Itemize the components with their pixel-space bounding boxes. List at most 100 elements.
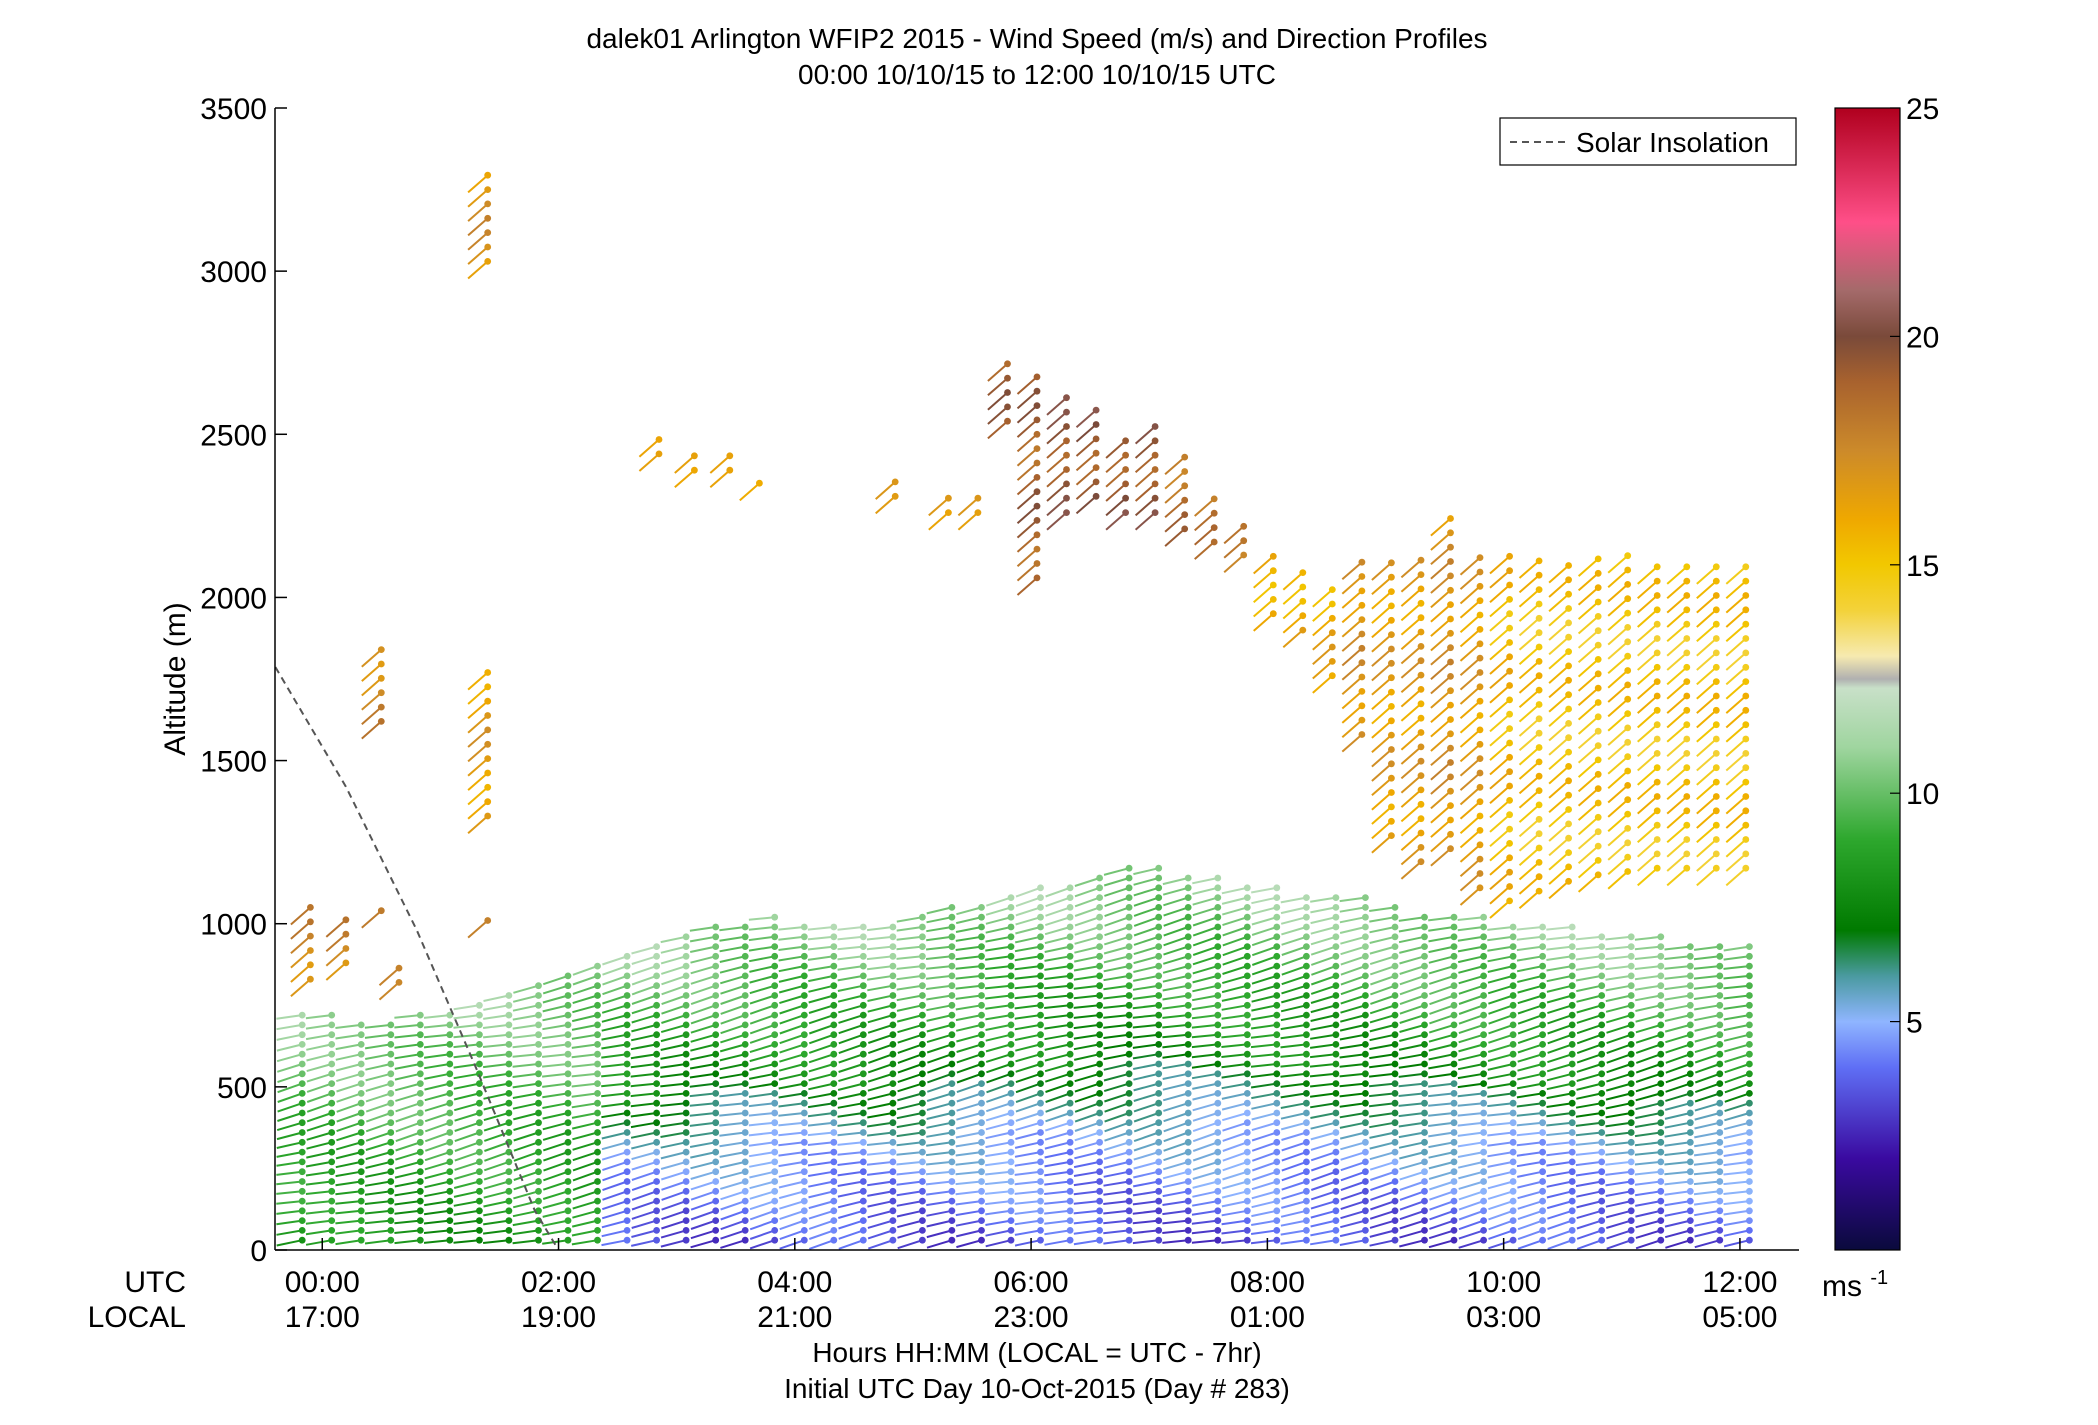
wind-barb-point — [1539, 952, 1546, 960]
wind-barb-point — [1565, 863, 1572, 871]
wind-barb-point — [1155, 1148, 1163, 1156]
wind-barb-point — [1450, 1080, 1458, 1087]
wind-barb-staff — [1725, 680, 1747, 700]
wind-barb-point — [1303, 952, 1310, 960]
wind-barb-staff — [601, 1004, 628, 1014]
wind-barb-point — [978, 972, 985, 980]
wind-barb-point — [1243, 923, 1251, 931]
wind-barb-point — [1657, 1011, 1665, 1019]
wind-barb-staff — [1222, 945, 1248, 957]
wind-barb-staff — [1637, 680, 1658, 700]
wind-barb-point — [1476, 726, 1484, 734]
wind-barb-point — [1125, 1090, 1133, 1097]
wind-barb-point — [564, 1011, 572, 1019]
wind-barb-staff — [467, 786, 489, 806]
wind-barb-point — [1506, 696, 1513, 704]
wind-barb-point — [564, 1168, 572, 1176]
wind-barb-point — [1657, 1129, 1665, 1136]
wind-barb-point — [1417, 643, 1425, 650]
wind-barb-staff — [660, 1229, 687, 1239]
wind-barb-point — [476, 1070, 483, 1078]
wind-barb-staff — [1132, 1229, 1159, 1235]
wind-barb-point — [1214, 874, 1222, 882]
wind-barb-staff — [749, 1023, 776, 1035]
wind-barb-point — [1565, 763, 1572, 770]
wind-barb-staff — [1516, 955, 1543, 962]
wind-barb-staff — [631, 1229, 657, 1238]
wind-barb-staff — [1310, 1131, 1337, 1141]
wind-barb-point — [484, 669, 492, 676]
wind-barb-point — [1007, 1207, 1015, 1215]
wind-barb-point — [948, 1109, 956, 1117]
wind-barb-point — [1243, 1168, 1251, 1176]
wind-barb-point — [771, 1001, 779, 1009]
wind-barb-point — [1214, 1227, 1222, 1234]
wind-barb-staff — [306, 1102, 333, 1113]
wind-barb-staff — [1548, 579, 1570, 598]
wind-barb-point — [505, 1119, 513, 1127]
wind-barb-point — [712, 992, 720, 999]
wind-barb-point — [1421, 1060, 1428, 1068]
wind-barb-staff — [1517, 1190, 1543, 1200]
wind-barb-staff — [779, 1033, 805, 1045]
wind-barb-point — [1214, 943, 1222, 950]
wind-barb-staff — [956, 1092, 982, 1103]
wind-barb-point — [1362, 1021, 1369, 1029]
wind-barb-staff — [1103, 1209, 1130, 1215]
wind-barb-staff — [1369, 955, 1396, 966]
wind-barb-point — [1509, 1178, 1517, 1185]
wind-barb-point — [978, 1031, 985, 1039]
wind-barb-staff — [1280, 1112, 1307, 1120]
wind-barb-staff — [1457, 916, 1484, 921]
wind-barb-staff — [1164, 485, 1186, 504]
wind-barb-point — [1092, 478, 1100, 486]
wind-barb-point — [1506, 753, 1513, 761]
wind-barb-point — [978, 943, 985, 950]
wind-barb-staff — [808, 1063, 835, 1073]
wind-barb-point — [1539, 1021, 1546, 1029]
wind-barb-point — [1421, 982, 1428, 990]
wind-barb-staff — [1371, 562, 1393, 581]
wind-barb-staff — [1576, 1219, 1603, 1230]
wind-barb-point — [682, 1021, 690, 1029]
wind-barb-staff — [1725, 795, 1747, 815]
wind-barb-staff — [306, 1072, 333, 1083]
wind-barb-staff — [1696, 594, 1717, 614]
wind-barb-point — [859, 1011, 867, 1019]
wind-barb-staff — [709, 469, 731, 489]
wind-barb-staff — [1310, 955, 1337, 966]
wind-barb-staff — [1606, 1043, 1632, 1055]
wind-barb-point — [1598, 1236, 1606, 1244]
wind-barb-staff — [1693, 984, 1720, 990]
wind-barb-staff — [1103, 945, 1130, 955]
wind-barb-staff — [1014, 945, 1041, 953]
wind-barb-staff — [601, 1082, 628, 1088]
wind-barb-point — [1450, 1001, 1458, 1009]
wind-barb-staff — [1665, 1092, 1691, 1102]
wind-barb-point — [682, 1001, 690, 1009]
wind-barb-point — [859, 992, 867, 999]
wind-barb-staff — [1694, 1239, 1721, 1249]
wind-barb-staff — [1044, 1190, 1071, 1195]
wind-barb-point — [307, 947, 314, 954]
wind-barb-point — [1624, 767, 1632, 775]
wind-barb-point — [1716, 1158, 1724, 1166]
wind-barb-point — [1214, 962, 1222, 970]
wind-barb-point — [1243, 1001, 1251, 1009]
wind-barb-staff — [1546, 1082, 1573, 1091]
wind-barb-point — [328, 1011, 336, 1019]
wind-barb-point — [1480, 1031, 1487, 1039]
wind-barb-point — [830, 1011, 838, 1019]
wind-barb-staff — [361, 691, 382, 711]
wind-barb-point — [446, 1217, 454, 1224]
wind-barb-staff — [1666, 781, 1688, 801]
wind-barb-point — [859, 1227, 867, 1234]
wind-barb-staff — [1222, 1112, 1248, 1122]
wind-barb-point — [535, 1021, 542, 1029]
wind-barb-point — [1509, 1207, 1517, 1215]
wind-barb-point — [1332, 913, 1340, 921]
wind-barb-point — [1155, 923, 1163, 931]
wind-barb-staff — [1280, 1121, 1307, 1131]
wind-barb-staff — [571, 1239, 598, 1246]
wind-barb-point — [298, 1050, 306, 1058]
